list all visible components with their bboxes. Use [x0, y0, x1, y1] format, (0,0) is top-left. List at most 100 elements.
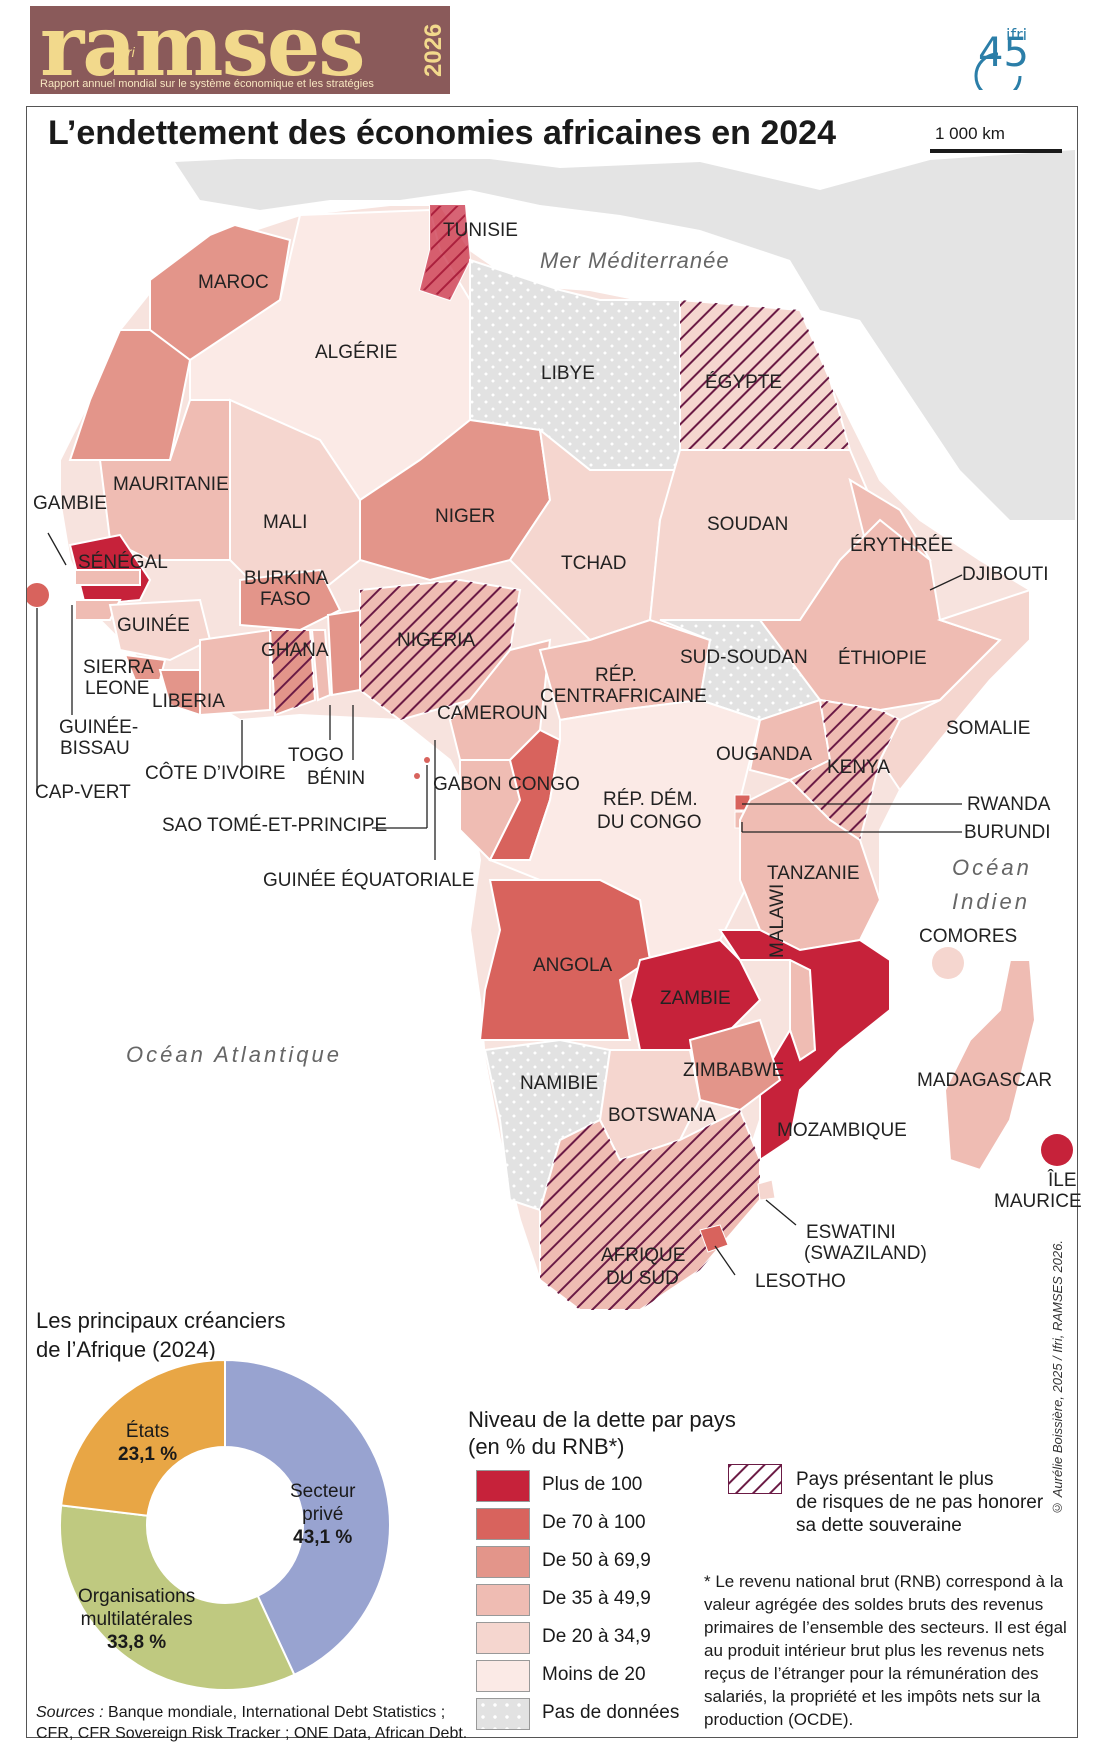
label-rdc-1: RÉP. DÉM. — [603, 789, 698, 810]
label-liberia: LIBERIA — [152, 691, 225, 712]
label-algerie: ALGÉRIE — [315, 342, 398, 363]
country-nigeria-hatch — [360, 580, 520, 720]
label-mozambique: MOZAMBIQUE — [777, 1120, 907, 1141]
map-title: L’endettement des économies africaines e… — [30, 108, 854, 159]
legend-risk-line-3: sa dette souveraine — [796, 1515, 962, 1536]
label-sierra-2: LEONE — [85, 678, 150, 699]
country-gambie — [74, 569, 141, 586]
label-rwanda: RWANDA — [967, 794, 1051, 815]
donut-slice-1 — [224, 1360, 390, 1677]
label-djibouti: DJIBOUTI — [962, 564, 1049, 585]
legend-title: Niveau de la dette par pays (en % du RNB… — [468, 1406, 736, 1460]
label-angola: ANGOLA — [533, 955, 613, 976]
legend-swatch-6 — [476, 1660, 530, 1692]
country-tunisie-fill — [420, 205, 470, 300]
label-egypte: ÉGYPTE — [705, 372, 783, 393]
label-erythree: ÉRYTHRÉE — [850, 535, 954, 556]
legend-swatch-1 — [476, 1470, 530, 1502]
legend-label-4: De 35 à 49,9 — [542, 1588, 651, 1609]
label-gambie: GAMBIE — [33, 493, 107, 514]
label-libye: LIBYE — [541, 363, 595, 384]
label-benin: BÉNIN — [307, 768, 366, 789]
legend-swatch-4 — [476, 1584, 530, 1616]
country-benin — [326, 608, 361, 697]
country-egypte-hatch — [680, 300, 850, 450]
logo-number: 45 — [978, 30, 1029, 76]
donut-label-etats-name: États — [125, 1421, 170, 1442]
label-namibie: NAMIBIE — [520, 1073, 599, 1094]
donut-label-etats: États 23,1 % — [118, 1420, 177, 1466]
country-madagascar — [943, 959, 1037, 1172]
logo-ifri: ifri — [1006, 25, 1027, 44]
label-afsud-2: DU SUD — [606, 1268, 679, 1289]
label-afsud-1: AFRIQUE — [601, 1245, 686, 1266]
sea-indien-1: Océan — [952, 855, 1032, 880]
donut-label-prive: Secteur privé 43,1 % — [290, 1480, 355, 1549]
sources-label: Sources : — [36, 1704, 104, 1721]
label-cameroun: CAMEROUN — [437, 703, 548, 724]
donut-slice-3 — [60, 1360, 226, 1517]
label-mali: MALI — [263, 512, 308, 533]
country-cap-vert — [27, 583, 49, 607]
country-guinee-eq-dot — [414, 773, 420, 779]
country-cote-ivoire — [199, 628, 271, 717]
country-lesotho — [699, 1224, 729, 1253]
creditors-title: Les principaux créanciers de l’Afrique (… — [36, 1306, 285, 1364]
brand-wordmark: ramses — [40, 0, 366, 95]
legend-risk-label: Pays présentant le plus de risques de ne… — [796, 1468, 1043, 1537]
country-angola — [478, 879, 652, 1041]
label-maurice-1: ÎLE — [1048, 1170, 1077, 1191]
country-mozambique — [718, 929, 891, 1162]
label-gbissau-2: BISSAU — [60, 738, 130, 759]
legend-swatch-5 — [476, 1622, 530, 1654]
label-ethiopie: ÉTHIOPIE — [838, 648, 927, 669]
country-sao-tome — [424, 757, 430, 763]
label-botswana: BOTSWANA — [608, 1105, 717, 1126]
leader-lines — [36, 532, 963, 1276]
sources-line-1: Sources : Banque mondiale, International… — [36, 1702, 467, 1723]
country-maurice — [1041, 1134, 1073, 1166]
country-burkina — [239, 568, 342, 632]
label-ghana: GHANA — [261, 640, 329, 661]
donut-label-prive-name-1: Secteur — [290, 1481, 356, 1502]
label-rdc-2: DU CONGO — [597, 812, 702, 833]
donut-label-multi-value: 33,8 % — [107, 1632, 167, 1653]
label-burkina-2: FASO — [260, 589, 311, 610]
country-somalie — [878, 588, 1031, 792]
donut-slice-2 — [60, 1504, 296, 1690]
legend-swatch-7 — [476, 1698, 530, 1730]
donut-label-etats-value: 23,1 % — [118, 1444, 178, 1465]
label-zimbabwe: ZIMBABWE — [683, 1060, 785, 1081]
label-togo: TOGO — [288, 745, 344, 766]
label-nigeria: NIGERIA — [397, 630, 476, 651]
country-sahara — [68, 329, 192, 461]
country-kenya-hatch — [790, 700, 900, 840]
sea-mediterranee: Mer Méditerranée — [540, 248, 730, 273]
label-zambie: ZAMBIE — [660, 988, 731, 1009]
country-guinee-bissau — [74, 599, 122, 621]
label-tanzanie: TANZANIE — [767, 863, 860, 884]
map-credit: © Aurélie Boissière, 2025 / Ifri, RAMSES… — [1050, 1240, 1065, 1516]
label-sud-soudan: SUD-SOUDAN — [680, 647, 808, 668]
label-ouganda: OUGANDA — [716, 744, 813, 765]
label-burundi: BURUNDI — [964, 822, 1051, 843]
donut-label-prive-name-2: privé — [302, 1504, 344, 1525]
label-burkina-1: BURKINA — [244, 568, 329, 589]
country-afrique-du-sud-hatch — [540, 1110, 760, 1310]
label-kenya: KENYA — [827, 757, 891, 778]
neighboring-land — [175, 150, 1075, 520]
country-mali — [229, 398, 361, 602]
label-eswatini-1: ESWATINI — [806, 1222, 896, 1243]
sea-atlantique: Océan Atlantique — [126, 1042, 342, 1067]
legend-label-5: De 20 à 34,9 — [542, 1626, 651, 1647]
label-cote-ivoire: CÔTE D’IVOIRE — [145, 763, 286, 784]
legend-label-2: De 70 à 100 — [542, 1512, 646, 1533]
creditors-donut-chart — [60, 1360, 390, 1690]
risk-hatch-icon — [729, 1465, 781, 1493]
legend-label-7: Pas de données — [542, 1702, 680, 1723]
legend-swatch-3 — [476, 1546, 530, 1578]
label-lesotho: LESOTHO — [755, 1271, 846, 1292]
donut-label-prive-value: 43,1 % — [293, 1527, 353, 1548]
brand-ifri: ifri — [120, 44, 135, 60]
